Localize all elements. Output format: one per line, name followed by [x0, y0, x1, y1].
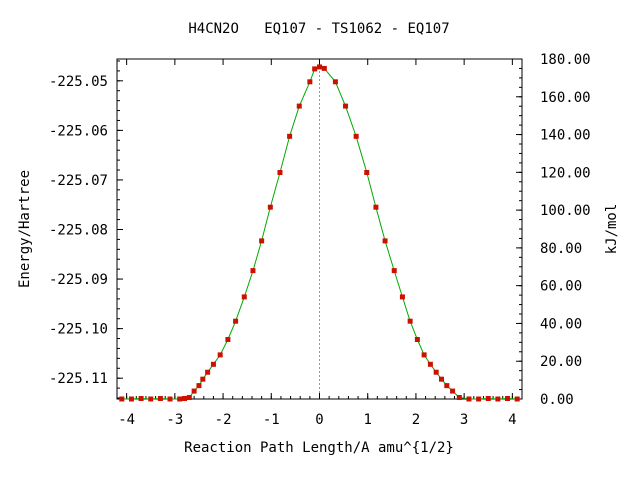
y2-tick-label: 160.00: [540, 90, 591, 106]
data-point: [312, 66, 318, 72]
x-tick-label: 1: [363, 412, 371, 428]
data-point: [182, 396, 187, 402]
y-axis-label: Energy/Hartree: [17, 170, 33, 288]
x-tick-label: -4: [118, 412, 135, 428]
data-point: [353, 133, 359, 139]
y2-tick-label: 20.00: [540, 354, 582, 370]
y-axis-left: -225.05 -225.06 -225.07 -225.08 -225.09 -225.…: [49, 60, 123, 399]
y2-tick-label: 120.00: [540, 165, 591, 181]
data-point: [307, 79, 313, 85]
data-point: [476, 396, 482, 402]
data-point: [391, 268, 397, 274]
y2-tick-label: 40.00: [540, 316, 582, 332]
data-point: [495, 396, 501, 402]
data-point: [233, 318, 239, 324]
data-point: [466, 396, 472, 402]
y-axis-right: 0.00 20.00 40.00 60.00 80.00 100.00 120.00 140.…: [516, 52, 591, 408]
x-tick-label: 3: [460, 412, 468, 428]
data-point: [205, 369, 211, 375]
x-tick-label: -2: [215, 412, 232, 428]
data-point: [296, 103, 302, 109]
data-point: [196, 383, 202, 389]
data-point: [287, 133, 293, 139]
data-point: [456, 395, 462, 401]
y2-tick-label: 80.00: [540, 241, 582, 257]
y-tick-label: -225.06: [49, 123, 108, 139]
data-point: [438, 376, 444, 382]
data-point: [259, 238, 265, 244]
y2-tick-label: 180.00: [540, 52, 591, 68]
data-point: [343, 103, 349, 109]
data-point: [373, 204, 379, 210]
x-tick-label: -3: [166, 412, 183, 428]
data-point: [128, 396, 134, 402]
data-point: [421, 352, 427, 358]
data-point: [138, 396, 144, 402]
data-point: [399, 294, 405, 300]
x-axis: -4 -3 -2 -1 0 1 2 3 4: [116, 59, 523, 428]
data-point: [364, 169, 370, 175]
data-point: [450, 388, 456, 394]
y-tick-label: -225.08: [49, 222, 108, 238]
x-tick-label: 0: [315, 412, 323, 428]
data-point: [157, 396, 163, 402]
data-point: [427, 361, 433, 367]
y-tick-label: -225.05: [49, 74, 108, 90]
x-tick-label: 4: [508, 412, 516, 428]
data-point: [177, 396, 183, 402]
y2-tick-label: 0.00: [540, 392, 574, 408]
y-tick-label: -225.09: [49, 272, 108, 288]
chart-title: H4CN2O EQ107 - TS1062 - EQ107: [188, 21, 449, 37]
data-point: [514, 396, 520, 402]
data-point: [267, 204, 273, 210]
y2-tick-label: 100.00: [540, 203, 591, 219]
data-points: [119, 64, 520, 402]
y2-tick-label: 140.00: [540, 128, 591, 144]
x-axis-label: Reaction Path Length/A amu^{1/2}: [184, 440, 454, 456]
data-point: [317, 64, 322, 70]
y2-axis-label: kJ/mol: [604, 204, 620, 255]
data-point: [332, 79, 338, 85]
data-point: [210, 361, 216, 367]
y2-tick-label: 60.00: [540, 279, 582, 295]
x-tick-label: -1: [263, 412, 280, 428]
x-tick-label: 2: [412, 412, 420, 428]
data-point: [119, 396, 125, 402]
y-tick-label: -225.11: [49, 371, 108, 387]
data-point: [321, 65, 327, 71]
data-point: [250, 268, 256, 274]
data-point: [433, 369, 439, 375]
data-point: [191, 388, 197, 394]
data-point: [277, 169, 283, 175]
data-point: [241, 294, 247, 300]
data-point: [505, 396, 511, 402]
data-point: [382, 238, 388, 244]
data-point: [148, 396, 154, 402]
data-point: [444, 383, 450, 389]
y-tick-label: -225.10: [49, 322, 108, 338]
data-point: [167, 396, 173, 402]
data-point: [225, 337, 231, 343]
data-point: [200, 376, 206, 382]
data-point: [186, 395, 192, 401]
y-tick-label: -225.07: [49, 173, 108, 189]
data-point: [485, 396, 491, 402]
data-point: [407, 318, 413, 324]
data-point: [414, 337, 420, 343]
data-point: [217, 352, 223, 358]
